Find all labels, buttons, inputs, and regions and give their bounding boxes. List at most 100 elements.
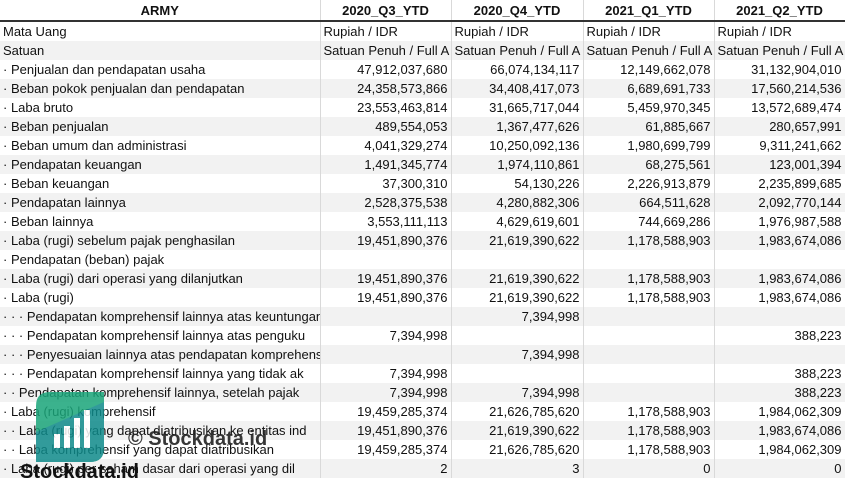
column-header: 2020_Q3_YTD	[320, 0, 452, 22]
cell: 4,629,619,601	[451, 212, 584, 231]
cell	[451, 326, 584, 345]
cell: 21,619,390,622	[451, 269, 584, 288]
table-row: · · · Penyesuaian lainnya atas pendapata…	[0, 345, 845, 364]
table-row: · · · Pendapatan komprehensif lainnya ya…	[0, 364, 845, 383]
cell	[583, 307, 715, 326]
row-label: · · · Pendapatan komprehensif lainnya ya…	[0, 364, 321, 383]
table-row: · Laba bruto 23,553,463,814 31,665,717,044…	[0, 98, 845, 117]
cell	[714, 307, 845, 326]
cell	[583, 326, 715, 345]
watermark-logo	[36, 392, 104, 462]
cell: 19,451,890,376	[320, 288, 452, 307]
row-label: · Laba (rugi) dari operasi yang dilanjut…	[0, 269, 321, 288]
cell: 3,553,111,113	[320, 212, 452, 231]
cell: 19,459,285,374	[320, 440, 452, 459]
cell: 489,554,053	[320, 117, 452, 136]
table-row: · Laba (rugi) sebelum pajak penghasilan 1…	[0, 231, 845, 250]
table-row: · Laba (rugi) komprehensif19,459,285,374…	[0, 402, 845, 421]
table-row: Satuan Satuan Penuh / Full A Satuan Penuh …	[0, 41, 845, 60]
cell: 31,132,904,010	[714, 60, 845, 79]
cell: 21,619,390,622	[451, 421, 584, 440]
row-label: · Laba (rugi)	[0, 288, 321, 307]
cell: 4,041,329,274	[320, 136, 452, 155]
cell: 1,178,588,903	[583, 421, 715, 440]
row-label: · Beban pokok penjualan dan pendapatan	[0, 79, 321, 98]
table-row: · Beban umum dan administrasi 4,041,329,2…	[0, 136, 845, 155]
table-row: · Penjualan dan pendapatan usaha 47,912,0…	[0, 60, 845, 79]
cell	[451, 364, 584, 383]
cell: 1,178,588,903	[583, 231, 715, 250]
cell: 24,358,573,866	[320, 79, 452, 98]
cell: 5,459,970,345	[583, 98, 715, 117]
table-row: · · · Pendapatan komprehensif lainnya at…	[0, 326, 845, 345]
cell: 2,528,375,538	[320, 193, 452, 212]
cell: 1,367,477,626	[451, 117, 584, 136]
row-label: Mata Uang	[0, 21, 321, 41]
row-label: · Pendapatan keuangan	[0, 155, 321, 174]
cell: 34,408,417,073	[451, 79, 584, 98]
cell: 1,178,588,903	[583, 269, 715, 288]
header-row: ARMY 2020_Q3_YTD 2020_Q4_YTD 2021_Q1_YTD 20…	[0, 0, 845, 22]
logo-bar	[64, 426, 70, 448]
logo-bar	[74, 418, 80, 448]
cell: 17,560,214,536	[714, 79, 845, 98]
cell: 21,626,785,620	[451, 402, 584, 421]
cell: 388,223	[714, 364, 845, 383]
cell: 7,394,998	[320, 383, 452, 402]
table-title: ARMY	[0, 0, 321, 22]
cell: 1,178,588,903	[583, 288, 715, 307]
cell: 9,311,241,662	[714, 136, 845, 155]
cell: 4,280,882,306	[451, 193, 584, 212]
table-row: · · Pendapatan komprehensif lainnya, set…	[0, 383, 845, 402]
logo-bar	[54, 434, 60, 448]
cell: 0	[583, 459, 715, 478]
financial-table: ARMY 2020_Q3_YTD 2020_Q4_YTD 2021_Q1_YTD 20…	[0, 0, 845, 478]
cell: 68,275,561	[583, 155, 715, 174]
row-label: · Pendapatan lainnya	[0, 193, 321, 212]
cell	[320, 250, 452, 269]
cell: 1,976,987,588	[714, 212, 845, 231]
row-label: · Beban keuangan	[0, 174, 321, 193]
cell: 61,885,667	[583, 117, 715, 136]
table-row: Mata Uang Rupiah / IDR Rupiah / IDR Rupiah …	[0, 21, 845, 41]
row-label: · Laba bruto	[0, 98, 321, 117]
cell: 1,983,674,086	[714, 269, 845, 288]
column-header: 2020_Q4_YTD	[451, 0, 584, 22]
table-row: · · · Pendapatan komprehensif lainnya at…	[0, 307, 845, 326]
row-label: Satuan	[0, 41, 321, 60]
cell: 12,149,662,078	[583, 60, 715, 79]
table-row: · Laba (rugi) dari operasi yang dilanjut…	[0, 269, 845, 288]
cell: 47,912,037,680	[320, 60, 452, 79]
row-label: · Penjualan dan pendapatan usaha	[0, 60, 321, 79]
cell: 19,451,890,376	[320, 269, 452, 288]
logo-bar	[84, 410, 90, 448]
cell: 7,394,998	[451, 307, 584, 326]
cell: Rupiah / IDR	[320, 21, 452, 41]
table-row: · Laba (rugi) 19,451,890,376 21,619,390,62…	[0, 288, 845, 307]
cell	[320, 345, 452, 364]
cell: 1,983,674,086	[714, 421, 845, 440]
cell: 37,300,310	[320, 174, 452, 193]
cell: 1,983,674,086	[714, 288, 845, 307]
row-label: · · · Pendapatan komprehensif lainnya at…	[0, 307, 321, 326]
cell	[714, 345, 845, 364]
table-row: · Pendapatan (beban) pajak	[0, 250, 845, 269]
cell: 664,511,628	[583, 193, 715, 212]
cell: 54,130,226	[451, 174, 584, 193]
column-header: 2021_Q2_YTD	[714, 0, 845, 22]
cell: Satuan Penuh / Full A	[451, 41, 584, 60]
cell: 6,689,691,733	[583, 79, 715, 98]
row-label: · Beban lainnya	[0, 212, 321, 231]
cell: Satuan Penuh / Full A	[583, 41, 715, 60]
cell: Satuan Penuh / Full A	[714, 41, 845, 60]
cell: 19,459,285,374	[320, 402, 452, 421]
cell: 388,223	[714, 383, 845, 402]
row-label: · · · Penyesuaian lainnya atas pendapata…	[0, 345, 321, 364]
row-label: · · · Pendapatan komprehensif lainnya at…	[0, 326, 321, 345]
cell: 1,984,062,309	[714, 440, 845, 459]
cell: Satuan Penuh / Full A	[320, 41, 452, 60]
cell: 21,626,785,620	[451, 440, 584, 459]
table-row: · Beban pokok penjualan dan pendapatan 24…	[0, 79, 845, 98]
cell	[714, 250, 845, 269]
